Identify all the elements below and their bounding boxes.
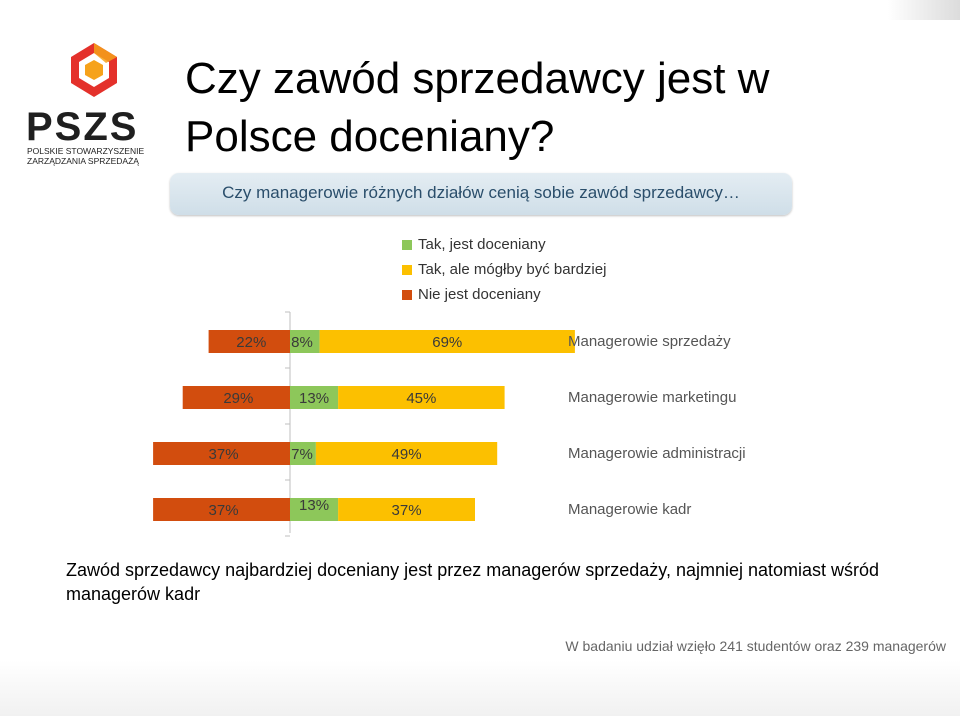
- category-label: Managerowie kadr: [568, 501, 691, 518]
- legend-swatch-yellow: [402, 264, 412, 275]
- subtitle-box: Czy managerowie różnych działów cenią so…: [170, 173, 792, 215]
- legend-swatch-green: [402, 239, 412, 250]
- bar-nie-jest-doceniany: [153, 498, 290, 521]
- bar-nie-jest-doceniany: [182, 386, 290, 409]
- category-label: Managerowie administracji: [568, 445, 746, 462]
- bar-tak-jest-doceniany: [290, 498, 339, 521]
- logo-org-line1: POLSKIE STOWARZYSZENIE: [27, 146, 144, 156]
- legend-label: Tak, jest doceniany: [418, 236, 546, 253]
- page-title: Czy zawód sprzedawcy jest w Polsce docen…: [185, 54, 770, 161]
- pszs-logo: PSZS POLSKIE STOWARZYSZENIE ZARZĄDZANIA …: [26, 43, 144, 166]
- bar-moglby-byc-bardziej: [338, 386, 505, 409]
- category-label: Managerowie sprzedaży: [568, 333, 731, 350]
- legend-label: Tak, ale mógłby być bardziej: [418, 261, 607, 278]
- data-label: 69%: [432, 334, 462, 351]
- bar-moglby-byc-bardziej: [319, 330, 575, 353]
- data-label: 7%: [291, 446, 313, 463]
- bar-tak-jest-doceniany: [290, 386, 339, 409]
- data-label: 37%: [209, 502, 239, 519]
- legend-label: Nie jest doceniany: [418, 286, 541, 303]
- data-label: 8%: [291, 334, 313, 351]
- data-label: 22%: [236, 334, 266, 351]
- data-label: 13%: [299, 390, 329, 407]
- bar-tak-jest-doceniany: [290, 330, 320, 353]
- subtitle: Czy managerowie różnych działów cenią so…: [222, 183, 740, 202]
- category-label: Managerowie marketingu: [568, 389, 736, 406]
- conclusion-text: Zawód sprzedawcy najbardziej doceniany j…: [66, 560, 880, 604]
- data-label: 13%: [299, 497, 329, 514]
- data-label: 37%: [209, 446, 239, 463]
- footnote: W badaniu udział wzięło 241 studentów or…: [565, 638, 946, 654]
- bar-nie-jest-doceniany: [153, 442, 290, 465]
- legend-item: Tak, jest doceniany: [402, 232, 606, 257]
- bar-nie-jest-doceniany: [208, 330, 290, 353]
- legend-swatch-orange: [402, 289, 412, 300]
- corner-decoration: [888, 0, 960, 20]
- logo-org-line2: ZARZĄDZANIA SPRZEDAŻĄ: [27, 156, 139, 166]
- chart-legend: Tak, jest doceniany Tak, ale mógłby być …: [402, 232, 606, 307]
- bar-moglby-byc-bardziej: [338, 498, 475, 521]
- bar-tak-jest-doceniany: [290, 442, 316, 465]
- legend-item: Tak, ale mógłby być bardziej: [402, 257, 606, 282]
- data-label: 29%: [223, 390, 253, 407]
- legend-item: Nie jest doceniany: [402, 282, 606, 307]
- data-label: 37%: [392, 502, 422, 519]
- data-label: 49%: [392, 446, 422, 463]
- logo-text: PSZS: [26, 105, 138, 149]
- data-label: 45%: [406, 390, 436, 407]
- bar-moglby-byc-bardziej: [315, 442, 498, 465]
- footer-band: [0, 660, 960, 716]
